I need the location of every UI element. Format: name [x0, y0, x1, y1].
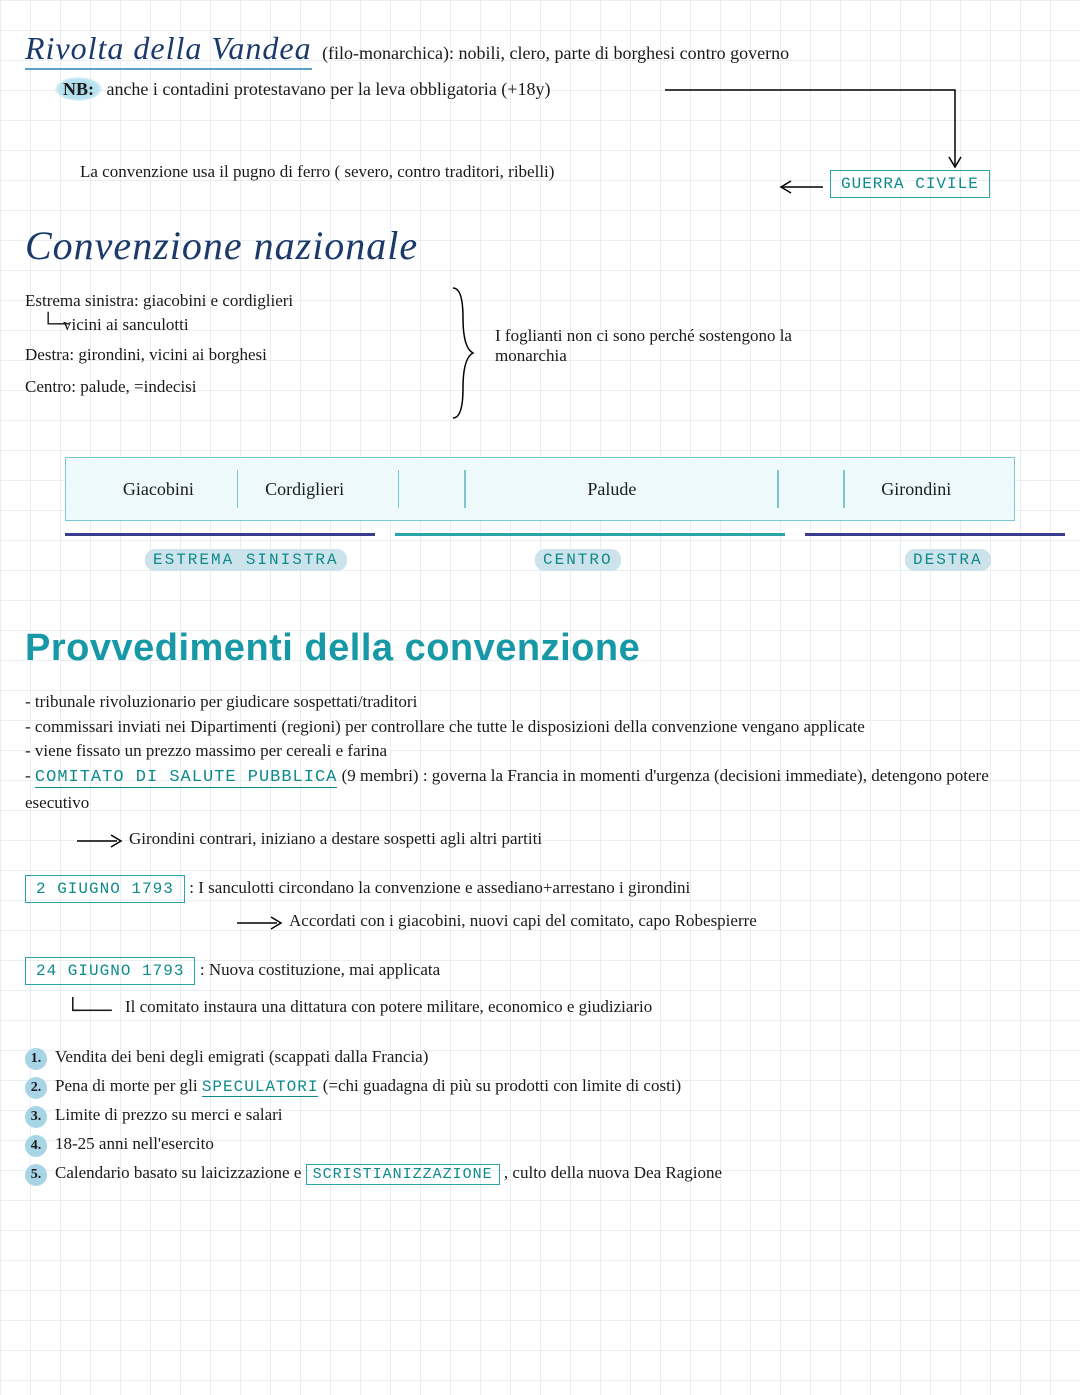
scristianizzazione-box: SCRISTIANIZZAZIONE — [306, 1164, 500, 1185]
axis-right — [805, 533, 1065, 536]
speculatori-label: SPECULATORI — [202, 1078, 319, 1097]
axis-label-center: CENTRO — [535, 549, 621, 571]
bullet-1: tribunale rivoluzionario per giudicare s… — [35, 692, 417, 711]
guerra-civile-box: GUERRA CIVILE — [830, 170, 990, 198]
girondini-arrow-line: Girondini contrari, iniziano a destare s… — [75, 829, 1055, 849]
date-1-sub: Accordati con i giacobini, nuovi capi de… — [289, 911, 757, 930]
comitato-label: COMITATO DI SALUTE PUBBLICA — [35, 768, 337, 788]
bullet-2: commissari inviati nei Dipartimenti (reg… — [35, 717, 865, 736]
axis-center — [395, 533, 785, 536]
section-title-provvedimenti: Provvedimenti della convenzione — [25, 627, 1055, 670]
date-2-box: 24 GIUGNO 1793 — [25, 957, 195, 985]
section-title-convenzione: Convenzione nazionale — [25, 222, 1055, 269]
nb-text: anche i contadini protestavano per la le… — [106, 79, 550, 99]
arrow-guerra-left — [775, 177, 825, 197]
date-2-text: : Nuova costituzione, mai applicata — [200, 960, 440, 979]
spectrum-cordiglieri: Cordiglieri — [265, 479, 344, 500]
centro-line: Centro: palude, =indecisi — [25, 377, 445, 397]
provvedimenti-bullets: - tribunale rivoluzionario per giudicare… — [25, 690, 1055, 815]
numbered-list: 1. Vendita dei beni degli emigrati (scap… — [25, 1047, 1055, 1186]
num-5: 5. — [25, 1164, 47, 1186]
section-title-vandea: Rivolta della Vandea (filo-monarchica): … — [25, 30, 1055, 67]
num-3: 3. — [25, 1106, 47, 1128]
date-1-box: 2 GIUGNO 1793 — [25, 875, 185, 903]
num-2: 2. — [25, 1077, 47, 1099]
bullet-3: viene fissato un prezzo massimo per cere… — [35, 741, 387, 760]
sanculotti-sub: └─ vicini ai sanculotti — [63, 315, 445, 335]
date-1-text: : I sanculotti circondano la convenzione… — [189, 878, 690, 897]
num-1: 1. — [25, 1048, 47, 1070]
axis-label-right: DESTRA — [905, 549, 991, 571]
num-4: 4. — [25, 1135, 47, 1157]
nb-label: NB: — [55, 77, 102, 101]
brace-icon — [445, 283, 475, 423]
spectrum-giacobini: Giacobini — [123, 479, 194, 500]
factions-list: Estrema sinistra: giacobini e cordiglier… — [25, 291, 445, 423]
spectrum-palude: Palude — [587, 479, 636, 500]
axis-label-left: ESTREMA SINISTRA — [145, 549, 347, 571]
subtitle: (filo-monarchica): nobili, clero, parte … — [322, 43, 789, 63]
date-block-1: 2 GIUGNO 1793 : I sanculotti circondano … — [25, 875, 1055, 931]
foglianti-note: I foglianti non ci sono perché sostengon… — [495, 326, 795, 423]
spectrum-bar: Giacobini Cordiglieri Palude Girondini — [65, 457, 1015, 521]
spectrum-girondini: Girondini — [881, 479, 951, 500]
axis-left — [65, 533, 375, 536]
date-2-sub: Il comitato instaura una dittatura con p… — [125, 997, 652, 1016]
destra-line: Destra: girondini, vicini ai borghesi — [25, 345, 445, 365]
date-block-2: 24 GIUGNO 1793 : Nuova costituzione, mai… — [25, 957, 1055, 1017]
estrema-sinistra-line: Estrema sinistra: giacobini e cordiglier… — [25, 291, 445, 311]
